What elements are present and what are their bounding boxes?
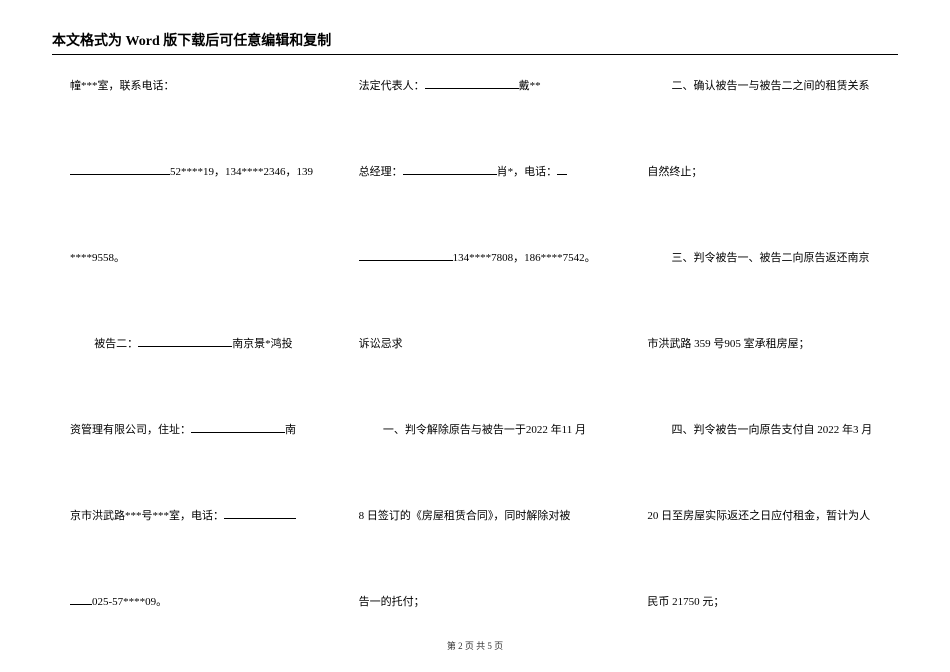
text: 三、判令被告一、被告二向原告返还南京 <box>672 252 870 264</box>
blank-underline <box>224 509 296 519</box>
text: 戴** <box>519 80 541 92</box>
text-line: 民币 21750 元； <box>647 594 898 612</box>
text: 四、判令被告一向原告支付自 2022 年3 月 <box>672 424 873 436</box>
text: 诉讼忌求 <box>359 338 403 350</box>
text: 134****7808，186****7542。 <box>453 252 596 264</box>
text-line: 告一的托付； <box>359 594 610 612</box>
blank-underline <box>403 165 497 175</box>
text: 幢***室，联系电话： <box>70 80 175 92</box>
blank-underline <box>425 79 519 89</box>
text-line: 二、确认被告一与被告二之间的租赁关系 <box>647 78 898 96</box>
text: 告一的托付； <box>359 596 425 608</box>
text: 法定代表人： <box>359 80 425 92</box>
text: 南京景*鸿投 <box>232 338 293 350</box>
header-word: Word <box>122 34 163 49</box>
text: 民币 21750 元； <box>647 596 724 608</box>
text: 总经理： <box>359 166 403 178</box>
blank-underline <box>70 595 92 605</box>
text-line: 134****7808，186****7542。 <box>359 250 610 268</box>
text: 自然终止； <box>647 166 702 178</box>
text-line: 一、判令解除原告与被告一于2022 年11 月 <box>359 422 610 440</box>
header-prefix: 本文格式为 <box>52 32 122 48</box>
blank-underline <box>191 423 285 433</box>
text-line: 法定代表人： 戴** <box>359 78 610 96</box>
text-line: 幢***室，联系电话： <box>70 78 321 96</box>
text-line: 四、判令被告一向原告支付自 2022 年3 月 <box>647 422 898 440</box>
text: 肖*，电话： <box>497 166 558 178</box>
column-2: 法定代表人： 戴** 总经理： 肖*，电话： 134****7808，186****… <box>359 78 610 612</box>
text-line: 8 日签订的《房屋租赁合同》，同时解除对被 <box>359 508 610 526</box>
text-line: 资管理有限公司，住址： 南 <box>70 422 321 440</box>
text: 市洪武路 359 号905 室承租房屋； <box>647 338 809 350</box>
blank-underline <box>557 165 567 175</box>
text-line: 京市洪武路***号***室，电话： <box>70 508 321 526</box>
text: 京市洪武路***号***室，电话： <box>70 510 224 522</box>
text-line: 自然终止； <box>647 164 898 182</box>
text: 52****19，134****2346，139 <box>170 166 313 178</box>
text: 一、判令解除原告与被告一于2022 年11 月 <box>383 424 586 436</box>
column-1: 幢***室，联系电话： 52****19，134****2346，139 ***… <box>70 78 321 612</box>
text-line: 52****19，134****2346，139 <box>70 164 321 182</box>
text: 8 日签订的《房屋租赁合同》，同时解除对被 <box>359 510 571 522</box>
text-line: 市洪武路 359 号905 室承租房屋； <box>647 336 898 354</box>
text-line: 三、判令被告一、被告二向原告返还南京 <box>647 250 898 268</box>
text-line: 20 日至房屋实际返还之日应付租金，暂计为人 <box>647 508 898 526</box>
blank-underline <box>70 165 170 175</box>
text: 20 日至房屋实际返还之日应付租金，暂计为人 <box>647 510 870 522</box>
text: 025-57****09。 <box>92 596 167 608</box>
text-line: 诉讼忌求 <box>359 336 610 354</box>
blank-underline <box>359 251 453 261</box>
text-line: ****9558。 <box>70 250 321 268</box>
text-line: 总经理： 肖*，电话： <box>359 164 610 182</box>
column-3: 二、确认被告一与被告二之间的租赁关系 自然终止； 三、判令被告一、被告二向原告返… <box>647 78 898 612</box>
page-number: 第 2 页 共 5 页 <box>447 641 503 651</box>
page-header: 本文格式为 Word 版下载后可任意编辑和复制 <box>52 30 898 55</box>
text: 被告二： <box>94 338 138 350</box>
page-footer: 第 2 页 共 5 页 <box>0 639 950 652</box>
blank-underline <box>138 337 232 347</box>
text: 资管理有限公司，住址： <box>70 424 191 436</box>
text: 南 <box>285 424 296 436</box>
text-line: 025-57****09。 <box>70 594 321 612</box>
text: 二、确认被告一与被告二之间的租赁关系 <box>672 80 870 92</box>
header-suffix: 版下载后可任意编辑和复制 <box>163 32 331 48</box>
text: ****9558。 <box>70 252 125 264</box>
text-line: 被告二： 南京景*鸿投 <box>70 336 321 354</box>
content-area: 幢***室，联系电话： 52****19，134****2346，139 ***… <box>70 78 898 612</box>
